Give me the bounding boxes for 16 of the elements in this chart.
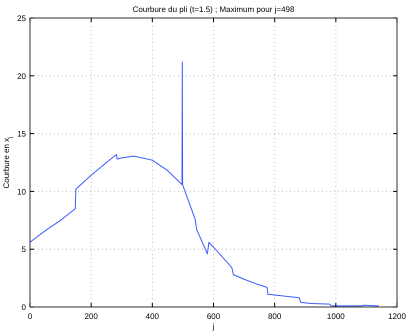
line-series [30, 61, 380, 306]
y-tick-label: 25 [17, 14, 27, 23]
y-tick-label: 5 [22, 245, 27, 254]
y-tick-label: 15 [17, 130, 27, 139]
x-axis-title: j [212, 322, 215, 331]
y-tick-label: 0 [22, 303, 27, 312]
x-tick-label: 800 [268, 312, 282, 321]
chart-title: Courbure du pli (t=1.5) ; Maximum pour j=498 [132, 5, 295, 14]
y-tick-label: 20 [17, 72, 27, 81]
x-tick-label: 200 [84, 312, 98, 321]
y-tick-label: 10 [17, 187, 27, 196]
x-tick-label: 0 [28, 312, 33, 321]
x-tick-label: 1200 [388, 312, 406, 321]
x-tick-label: 400 [146, 312, 160, 321]
x-tick-label: 1000 [326, 312, 346, 321]
x-tick-label: 600 [206, 312, 221, 321]
